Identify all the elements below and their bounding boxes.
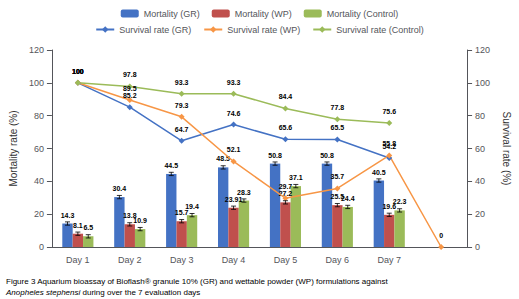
svg-text:89.5: 89.5 xyxy=(123,85,137,92)
svg-text:15.7: 15.7 xyxy=(175,209,189,216)
svg-text:52.1: 52.1 xyxy=(227,146,241,153)
svg-text:27.2: 27.2 xyxy=(278,190,293,198)
svg-text:75.6: 75.6 xyxy=(382,108,396,115)
svg-text:Figure 3 Aquarium bioassay of: Figure 3 Aquarium bioassay of Bioflash® … xyxy=(6,277,388,286)
svg-text:55.8: 55.8 xyxy=(382,140,396,147)
svg-text:29.7: 29.7 xyxy=(279,183,293,190)
svg-text:Survival rate (%): Survival rate (%) xyxy=(501,112,512,186)
svg-text:64.7: 64.7 xyxy=(175,126,189,133)
svg-text:20: 20 xyxy=(34,209,44,219)
svg-text:Day 1: Day 1 xyxy=(66,255,90,265)
svg-text:35.7: 35.7 xyxy=(331,173,345,180)
svg-text:40: 40 xyxy=(34,176,44,186)
svg-text:22.3: 22.3 xyxy=(393,198,407,205)
svg-text:30.4: 30.4 xyxy=(113,185,127,192)
svg-text:65.6: 65.6 xyxy=(279,124,293,131)
svg-text:100: 100 xyxy=(475,78,490,88)
svg-text:Day 6: Day 6 xyxy=(326,255,350,265)
svg-text:37.1: 37.1 xyxy=(289,174,303,181)
svg-text:80: 80 xyxy=(34,111,44,121)
svg-text:Day 4: Day 4 xyxy=(222,255,246,265)
svg-text:100: 100 xyxy=(72,68,84,75)
svg-text:10.9: 10.9 xyxy=(133,217,147,224)
svg-text:50.8: 50.8 xyxy=(320,152,334,159)
svg-text:0: 0 xyxy=(475,242,480,252)
svg-text:0: 0 xyxy=(39,242,44,252)
svg-text:Day 2: Day 2 xyxy=(118,255,142,265)
svg-text:120: 120 xyxy=(475,45,490,55)
svg-text:8.1: 8.1 xyxy=(73,222,83,229)
svg-text:19.4: 19.4 xyxy=(185,203,199,210)
svg-text:Anopheles stephensi: Anopheles stephensi xyxy=(5,288,81,297)
svg-text:Survival rate (GR): Survival rate (GR) xyxy=(119,25,191,35)
svg-text:Survival rate (Control): Survival rate (Control) xyxy=(336,25,424,35)
svg-text:28.3: 28.3 xyxy=(237,189,251,196)
svg-text:20: 20 xyxy=(475,209,485,219)
svg-text:23.91: 23.91 xyxy=(225,196,243,203)
svg-text:85.2: 85.2 xyxy=(123,92,137,99)
svg-text:93.3: 93.3 xyxy=(175,79,189,86)
svg-text:100: 100 xyxy=(72,68,84,75)
svg-text:Survival rate (WP): Survival rate (WP) xyxy=(227,25,300,35)
svg-text:Day 3: Day 3 xyxy=(170,255,194,265)
svg-text:44.5: 44.5 xyxy=(164,162,178,169)
svg-text:74.6: 74.6 xyxy=(227,110,241,117)
svg-text:Day 5: Day 5 xyxy=(274,255,298,265)
svg-text:40.5: 40.5 xyxy=(372,169,386,176)
svg-text:Mortality rate (%): Mortality rate (%) xyxy=(8,110,19,186)
svg-text:48.5: 48.5 xyxy=(216,155,230,163)
svg-text:80: 80 xyxy=(475,111,485,121)
svg-text:24.4: 24.4 xyxy=(341,195,355,202)
svg-text:100: 100 xyxy=(29,78,44,88)
svg-text:14.3: 14.3 xyxy=(61,212,75,219)
svg-text:84.4: 84.4 xyxy=(279,93,293,100)
svg-text:Mortality (GR): Mortality (GR) xyxy=(144,9,200,19)
svg-text:during over the 7 evaluation d: during over the 7 evaluation days xyxy=(80,288,200,297)
svg-text:100: 100 xyxy=(72,68,84,75)
svg-text:93.3: 93.3 xyxy=(227,79,241,86)
svg-text:25.5: 25.5 xyxy=(330,193,345,201)
svg-text:97.8: 97.8 xyxy=(123,71,137,78)
svg-text:13.8: 13.8 xyxy=(122,212,137,220)
svg-text:65.5: 65.5 xyxy=(331,124,345,131)
svg-text:60: 60 xyxy=(475,144,485,154)
svg-text:60: 60 xyxy=(34,144,44,154)
svg-text:Mortality (WP): Mortality (WP) xyxy=(235,9,292,19)
svg-text:6.5: 6.5 xyxy=(83,224,93,231)
svg-text:Mortality (Control): Mortality (Control) xyxy=(327,9,399,19)
svg-text:120: 120 xyxy=(29,45,44,55)
svg-text:19.6: 19.6 xyxy=(382,202,397,210)
svg-text:79.3: 79.3 xyxy=(175,102,189,109)
svg-text:50.8: 50.8 xyxy=(268,152,282,159)
svg-text:77.8: 77.8 xyxy=(331,104,345,111)
svg-text:Day 7: Day 7 xyxy=(377,255,401,265)
svg-text:40: 40 xyxy=(475,176,485,186)
svg-text:0: 0 xyxy=(439,232,443,239)
